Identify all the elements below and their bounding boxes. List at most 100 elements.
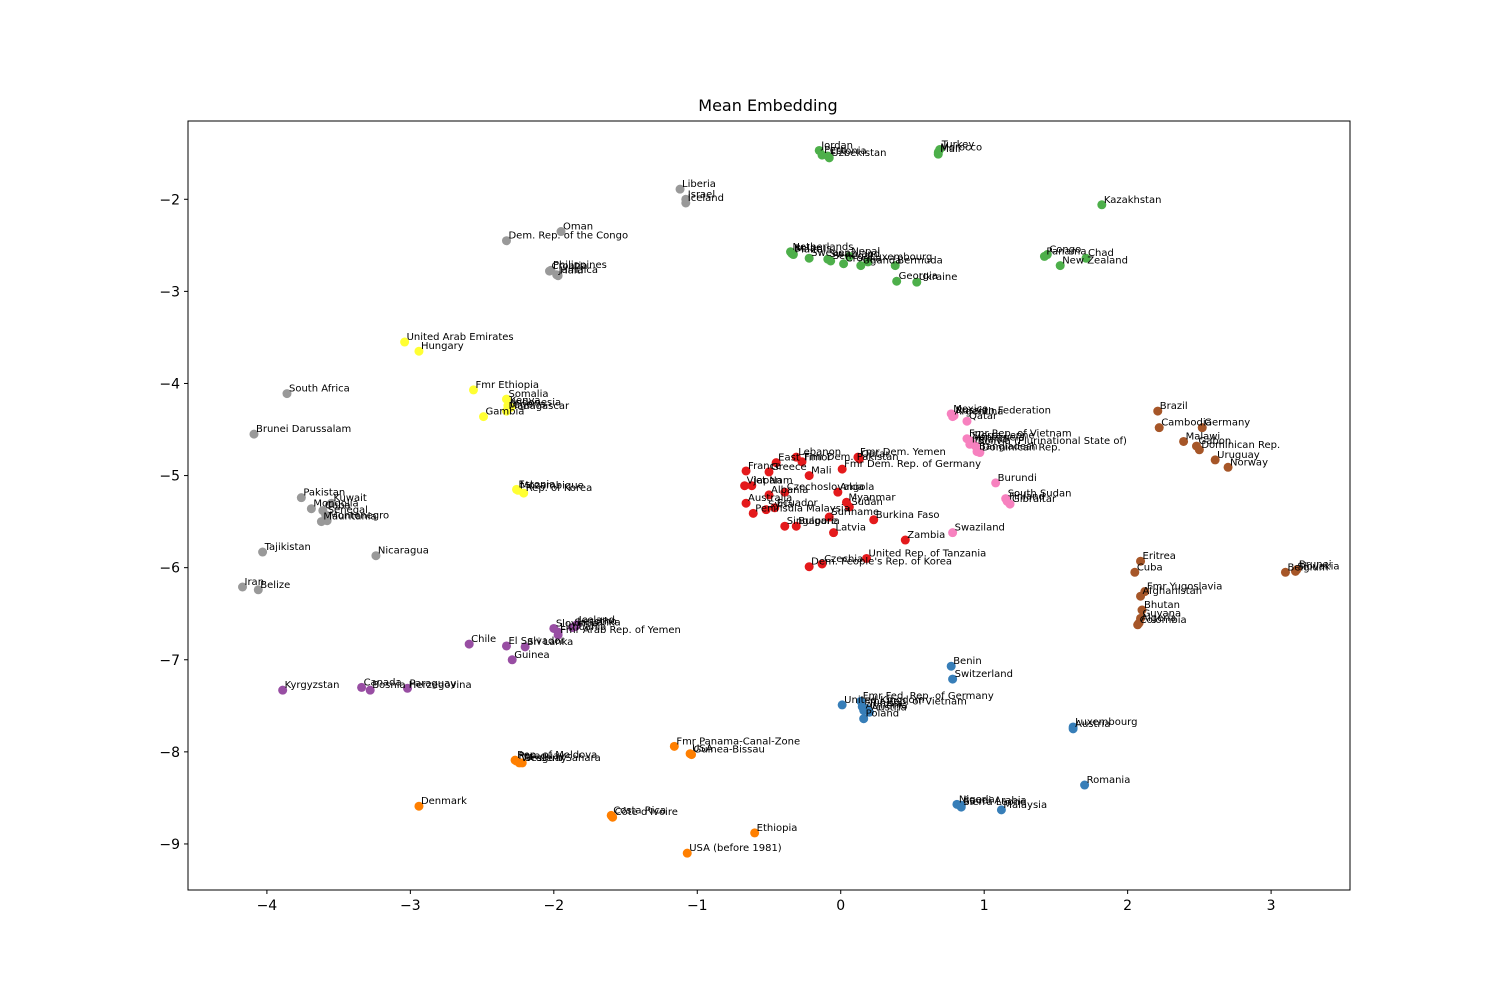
point-label: Paraguay (409, 678, 456, 689)
point-label: Dem. People's Rep. of Korea (811, 557, 952, 568)
point-label: Malaysia (1003, 800, 1047, 811)
data-point (761, 505, 771, 515)
point-label: Czechoslovakia (787, 482, 864, 493)
data-point (804, 253, 814, 263)
data-point (1223, 462, 1233, 472)
data-point (507, 655, 517, 665)
point-label: Costa Rica (613, 805, 666, 816)
point-label: Fmr Rep. of Vietnam (864, 697, 967, 708)
data-point (948, 412, 958, 422)
data-point (553, 271, 563, 281)
point-label: Madagascar (508, 401, 570, 412)
point-label: Qatar (969, 411, 998, 422)
point-label: Haiti (560, 266, 583, 277)
point-label: Pakistan (303, 488, 345, 499)
point-label: Swaziland (830, 249, 880, 260)
data-point (750, 828, 760, 838)
point-label: Denmark (421, 796, 467, 807)
x-tick-label: −1 (687, 898, 708, 914)
point-label: Benin (953, 656, 981, 667)
point-label: Morocco (940, 142, 982, 153)
data-point (933, 147, 943, 157)
point-label: Malta (795, 245, 823, 256)
y-tick-label: −5 (159, 469, 180, 485)
point-label: New Zealand (1062, 256, 1128, 267)
point-label: Tunisia (868, 699, 903, 710)
point-label: Bermuda (897, 256, 943, 267)
data-point (844, 502, 854, 512)
data-point (839, 259, 849, 269)
point-label: Viet Nam (747, 476, 793, 487)
point-label: Armenia (866, 700, 908, 711)
point-label: Netherlands (793, 242, 854, 253)
point-label: Jordan (820, 140, 853, 151)
point-label: Sudan (851, 497, 883, 508)
data-point (764, 467, 774, 477)
point-label: Panama (1046, 246, 1086, 257)
data-point (770, 503, 780, 513)
point-label: Guinea (514, 650, 549, 661)
point-label: Myanmar (848, 492, 896, 503)
data-point (791, 521, 801, 531)
y-tick-label: −2 (159, 192, 180, 208)
data-point (1179, 436, 1189, 446)
point-label: Singapore (787, 516, 837, 527)
point-label: Ecuador (777, 498, 819, 509)
data-point (833, 487, 843, 497)
point-label: Oman (563, 222, 593, 233)
point-label: Dominican Rep. (982, 443, 1061, 454)
plot-frame (187, 120, 1351, 891)
data-point (553, 630, 563, 640)
point-label: Fmr Rep. of Vietnam (969, 429, 1072, 440)
point-label: Somalia (508, 389, 548, 400)
point-label: Sri Lanka (527, 637, 573, 648)
point-label: Switzerland (955, 669, 1013, 680)
point-label: Montenegro (329, 511, 389, 522)
point-label: Greece (771, 462, 807, 473)
point-label: Peninsula Malaysia (755, 503, 850, 514)
data-point (296, 493, 306, 503)
point-label: Germany (1204, 418, 1250, 429)
point-label: Kyrgyzstan (285, 680, 340, 691)
point-label: Sri Lanka (574, 618, 620, 629)
point-label: Lebanon (798, 447, 841, 458)
point-label: Poland (866, 709, 899, 720)
data-point (1153, 406, 1163, 416)
data-point (464, 639, 474, 649)
data-point (804, 471, 814, 481)
data-point (854, 454, 864, 464)
data-point (900, 535, 910, 545)
data-point (1210, 455, 1220, 465)
point-label: El Salvador (508, 636, 565, 647)
data-point (771, 458, 781, 468)
point-label: Mongolia (313, 499, 358, 510)
point-label: Fmr Dem. Rep. of Germany (844, 459, 981, 470)
x-tick-label: 3 (1267, 898, 1276, 914)
point-label: Fmr Dem. Yemen (860, 447, 946, 458)
data-point (545, 266, 555, 276)
data-point (238, 582, 248, 592)
point-label: Sweden (811, 248, 851, 259)
point-label: Dominican Rep. (1201, 440, 1280, 451)
data-point (681, 198, 691, 208)
point-label: Ukraine (919, 272, 958, 283)
data-point (253, 585, 263, 595)
point-label: South Sudan (1008, 489, 1072, 500)
point-label: Jamaica (558, 265, 598, 276)
data-point (856, 261, 866, 271)
point-label: Austria (1075, 719, 1110, 730)
data-point (1080, 780, 1090, 790)
data-point (1130, 567, 1140, 577)
point-label: Congo (1049, 245, 1081, 256)
data-point (764, 490, 774, 500)
point-label: Kenya (510, 396, 541, 407)
data-point (741, 466, 751, 476)
point-label: Bangladesh (979, 442, 1038, 453)
y-tick-label: −8 (159, 745, 180, 761)
data-point (682, 848, 692, 858)
data-point (556, 227, 566, 237)
point-label: Tajikistan (264, 542, 311, 553)
data-point (824, 512, 834, 522)
data-point (1292, 565, 1302, 575)
point-label: Belize (260, 580, 290, 591)
